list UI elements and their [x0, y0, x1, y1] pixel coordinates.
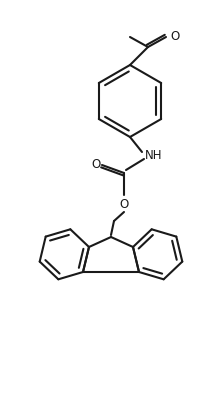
Text: NH: NH: [145, 149, 162, 162]
Text: O: O: [170, 30, 179, 43]
Text: O: O: [91, 158, 101, 171]
Text: O: O: [119, 198, 129, 211]
